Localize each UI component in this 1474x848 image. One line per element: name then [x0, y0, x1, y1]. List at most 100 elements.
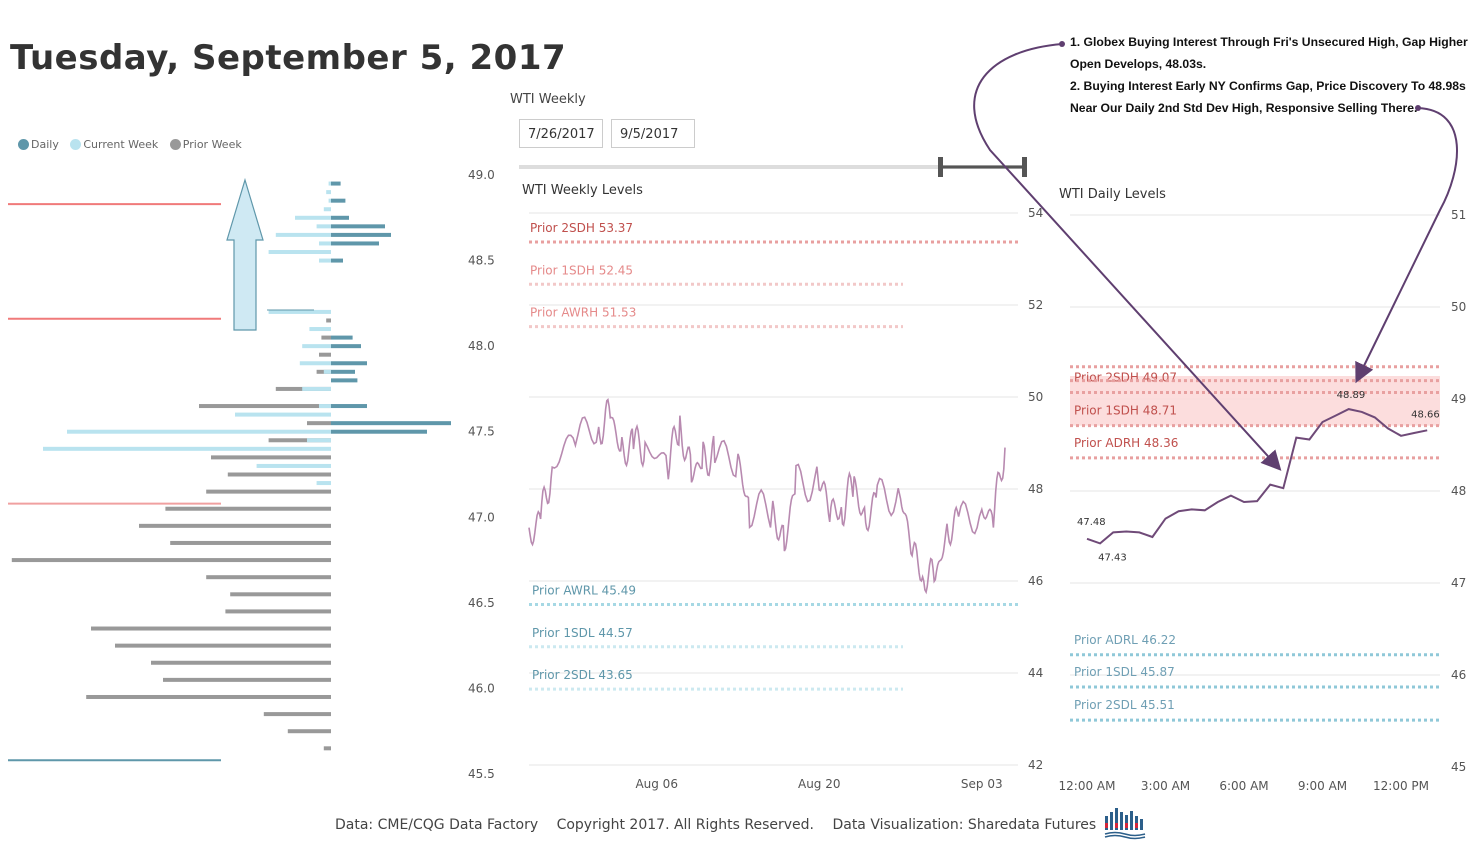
weekly-x-tick: Sep 03	[961, 777, 1003, 791]
weekly-price-line	[528, 398, 1006, 595]
profile-bar	[331, 258, 343, 263]
footer-credit: Data Visualization: Sharedata Futures	[832, 817, 1097, 833]
profile-bar	[331, 404, 367, 409]
profile-bar	[302, 386, 331, 391]
profile-bar	[139, 523, 331, 528]
footer-source: Data: CME/CQG Data Factory	[335, 817, 539, 833]
profile-y-tick: 47.5	[468, 425, 495, 439]
weekly-level-label: Prior AWRH 51.53	[530, 306, 636, 320]
profile-bar	[163, 677, 331, 682]
profile-bar	[299, 361, 331, 366]
legend-item-current-week: Current Week	[70, 138, 158, 151]
profile-bar	[319, 258, 331, 263]
profile-bar	[307, 421, 331, 426]
profile-bar	[91, 626, 331, 631]
profile-y-tick: 49.0	[468, 168, 495, 182]
profile-bar	[331, 241, 379, 246]
slider-handle-left	[938, 157, 943, 177]
profile-bar	[319, 352, 331, 357]
annotation-arrows	[973, 41, 1458, 471]
daily-level-label: Prior 2SDH 49.07	[1074, 371, 1177, 385]
profile-bar	[151, 660, 331, 665]
profile-bar	[331, 344, 361, 349]
annotation-arrow-1	[973, 43, 1282, 471]
profile-bar	[331, 232, 391, 237]
daily-y-tick: 46	[1451, 668, 1466, 682]
profile-bar	[268, 250, 331, 255]
weekly-x-tick: Aug 20	[798, 777, 841, 791]
daily-x-tick: 3:00 AM	[1141, 779, 1190, 793]
profile-bar	[319, 241, 331, 246]
daily-point-label: 47.48	[1077, 517, 1106, 528]
profile-bar	[326, 318, 331, 323]
up-arrow-icon	[226, 177, 264, 331]
daily-levels-chart: WTI Daily Levels 51 50 49 48 47 46 45 Prior 2SDH…	[1059, 187, 1467, 793]
profile-bar	[225, 609, 331, 614]
profile-bar	[165, 506, 331, 511]
legend-item-daily: Daily	[18, 138, 59, 151]
profile-bar	[326, 190, 331, 195]
start-date-input[interactable]: 7/26/2017	[519, 119, 603, 148]
daily-x-tick: 12:00 AM	[1059, 779, 1116, 793]
profile-bar	[256, 463, 331, 468]
end-date-input[interactable]: 9/5/2017	[611, 119, 695, 148]
weekly-y-tick: 48	[1028, 482, 1043, 496]
legend-label: Daily	[31, 138, 59, 151]
daily-level-label: Prior 2SDL 45.51	[1074, 698, 1175, 712]
profile-bar	[307, 438, 331, 443]
profile-bar	[230, 592, 331, 597]
daily-point-label: 48.89	[1337, 390, 1366, 401]
legend-label: Current Week	[83, 138, 159, 151]
footer-copyright: Copyright 2017. All Rights Reserved.	[556, 817, 814, 833]
weekly-level-label: Prior 2SDH 53.37	[530, 221, 633, 235]
daily-y-tick: 45	[1451, 760, 1466, 774]
profile-bar	[323, 207, 331, 212]
profile-bar	[11, 558, 332, 563]
profile-bar	[86, 694, 331, 699]
daily-point-label: 47.43	[1098, 552, 1127, 563]
profile-bar	[331, 215, 349, 220]
daily-chart-title: WTI Daily Levels	[1059, 187, 1166, 202]
weekly-x-tick: Aug 06	[635, 777, 678, 791]
profile-bar	[331, 224, 385, 229]
profile-bar	[43, 446, 331, 451]
legend: Daily Current Week Prior Week	[18, 138, 250, 151]
profile-bar	[227, 472, 331, 477]
profile-bar	[328, 181, 331, 186]
weekly-y-tick: 42	[1028, 758, 1043, 772]
profile-bar	[211, 455, 331, 460]
daily-level-label: Prior ADRH 48.36	[1074, 436, 1178, 450]
daily-level-label: Prior 1SDH 48.71	[1074, 404, 1177, 418]
daily-y-tick: 48	[1451, 484, 1466, 498]
profile-bar	[287, 729, 331, 734]
profile-bar	[331, 181, 341, 186]
profile-y-tick: 46.0	[468, 681, 495, 695]
profile-bar	[331, 369, 355, 374]
profile-bar	[331, 378, 358, 383]
footer: Data: CME/CQG Data Factory Copyright 201…	[335, 817, 1110, 833]
page-title: Tuesday, September 5, 2017	[10, 38, 567, 78]
profile-bar	[206, 489, 331, 494]
legend-dot-current-week	[70, 139, 82, 150]
date-slider-track[interactable]	[519, 165, 1025, 169]
weekly-levels-chart: WTI Weekly Levels 54 52 50 48 46 44 42 Prior 2SD…	[522, 157, 1043, 791]
daily-y-tick: 49	[1451, 392, 1466, 406]
volume-profile-chart: 49.0 48.5 48.0 47.5 47.0 46.5 46.0 45.5	[8, 168, 495, 781]
profile-bar	[328, 198, 331, 203]
profile-bar	[319, 404, 331, 409]
weekly-y-tick: 50	[1028, 390, 1043, 404]
profile-bar	[268, 309, 331, 314]
annotation-line-1: 1. Globex Buying Interest Through Fri's …	[1070, 35, 1468, 71]
profile-y-tick: 48.0	[468, 339, 495, 353]
profile-bar	[206, 575, 331, 580]
weekly-title: WTI Weekly	[510, 92, 586, 107]
profile-bar	[331, 421, 451, 426]
profile-bar	[295, 215, 331, 220]
weekly-level-label: Prior AWRL 45.49	[532, 583, 636, 597]
profile-y-tick: 48.5	[468, 254, 495, 268]
daily-y-tick: 51	[1451, 208, 1466, 222]
sharedata-logo-icon	[1104, 808, 1146, 840]
profile-bar	[323, 369, 331, 374]
daily-x-tick: 6:00 AM	[1219, 779, 1268, 793]
